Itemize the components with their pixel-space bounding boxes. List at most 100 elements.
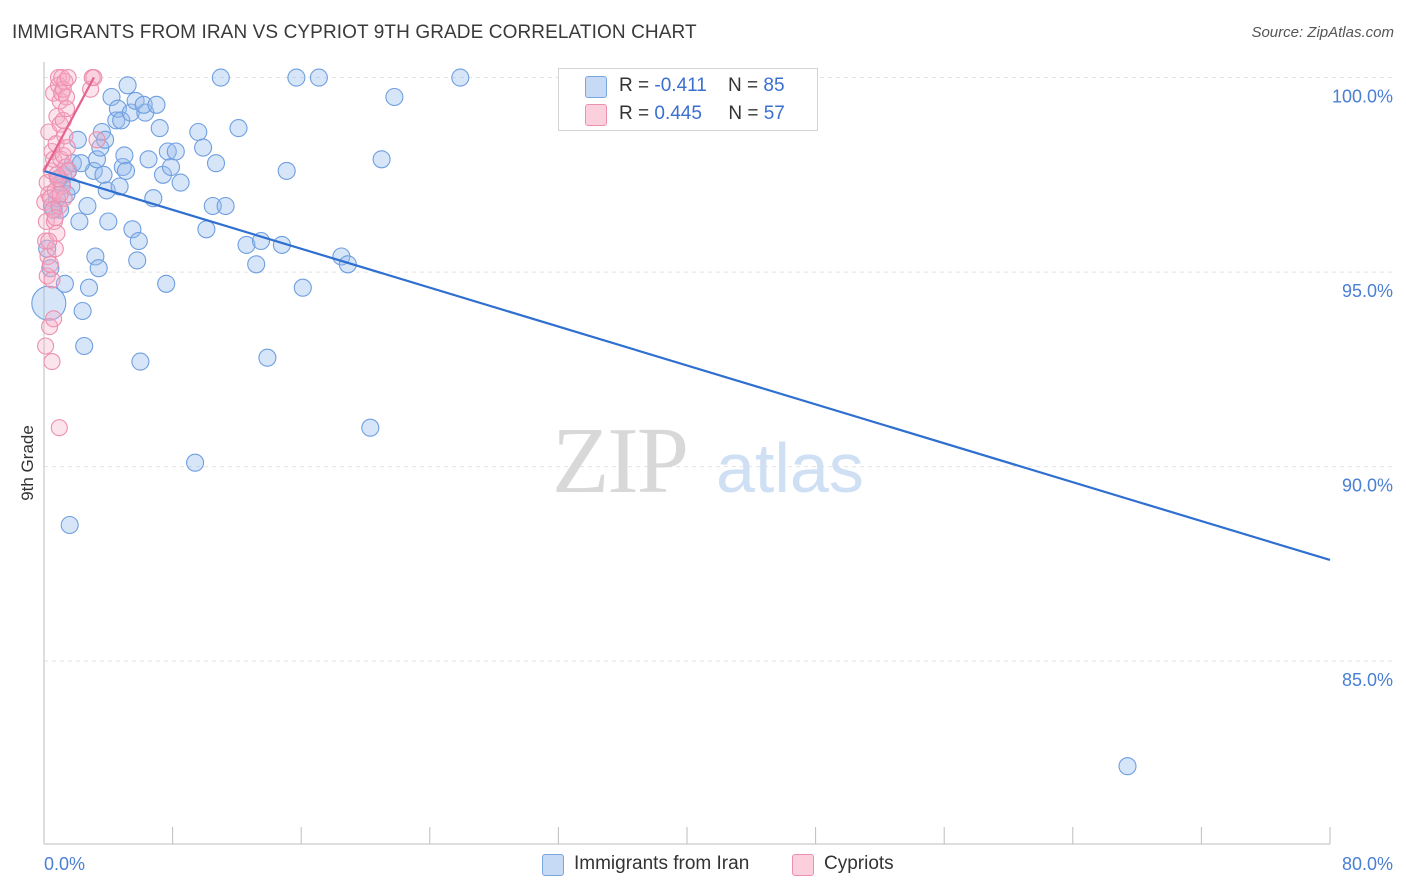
iran-point (166, 142, 185, 161)
iran-point (73, 301, 92, 321)
legend-r-value-iran: -0.411 (654, 75, 707, 96)
cypriot-point (58, 139, 76, 157)
legend-n-value-iran: 85 (763, 75, 785, 96)
y-tick-labels: 100.0% 95.0% 90.0% 85.0% (1332, 87, 1393, 691)
correlation-legend: R = -0.411 N = 85 R = 0.445 N = 57 (558, 68, 818, 131)
iran-point (86, 247, 105, 266)
iran-point (258, 348, 277, 367)
iran-point (89, 259, 108, 278)
iran-point (110, 177, 129, 196)
cypriot-point (43, 353, 61, 371)
iran-point (361, 418, 380, 437)
cypriot-point (45, 310, 63, 328)
gridlines (44, 77, 1392, 662)
cypriot-point (51, 185, 69, 203)
iran-point (75, 336, 94, 356)
legend-n-label-cypriots: N = (728, 103, 759, 124)
iran-point (139, 150, 158, 169)
cypriot-point (37, 337, 55, 355)
cypriot-point (46, 209, 64, 227)
iran-point (203, 196, 222, 216)
iran-point (70, 212, 89, 231)
y-tick-label-100: 100.0% (1332, 87, 1393, 107)
x-tick-label-max: 80.0% (1342, 854, 1393, 874)
iran-point (287, 68, 306, 87)
watermark-atlas: atlas (716, 429, 864, 507)
iran-point (171, 173, 190, 192)
iran-point (157, 274, 176, 293)
cypriot-point (41, 255, 59, 273)
bottom-legend-label-iran: Immigrants from Iran (574, 853, 750, 874)
y-tick-label-90: 90.0% (1342, 476, 1393, 496)
chart-title: IMMIGRANTS FROM IRAN VS CYPRIOT 9TH GRAD… (12, 22, 697, 43)
x-tick-label-min: 0.0% (44, 854, 85, 874)
iran-point (128, 251, 147, 270)
iran-point (186, 453, 205, 472)
legend-swatch-cypriots (585, 104, 607, 126)
iran-point (229, 119, 248, 138)
y-tick-label-95: 95.0% (1342, 281, 1393, 301)
iran-point (131, 352, 150, 371)
cypriot-point (43, 271, 61, 289)
legend-n-value-cypriots: 57 (763, 103, 785, 124)
trend-line-iran (43, 169, 1331, 562)
y-axis-label: 9th Grade (18, 425, 37, 501)
cypriot-point (50, 419, 68, 437)
cypriot-point (59, 69, 77, 87)
series-points (31, 68, 1137, 776)
iran-point (372, 150, 391, 169)
cypriot-point (57, 100, 76, 118)
iran-point (134, 95, 153, 114)
iran-point (102, 87, 121, 107)
watermark-zip: ZIP (552, 409, 687, 513)
iran-point (161, 157, 181, 177)
iran-point (216, 196, 235, 216)
iran-point (94, 165, 113, 184)
iran-point (115, 146, 134, 165)
legend-n-label-iran: N = (727, 75, 759, 96)
iran-point (107, 111, 126, 130)
iran-point (60, 515, 79, 535)
y-tick-label-85: 85.0% (1342, 670, 1393, 690)
iran-point (293, 278, 312, 297)
iran-point (78, 196, 97, 216)
iran-point (79, 278, 99, 297)
legend-r-value-cypriots: 0.445 (654, 103, 702, 124)
cypriot-point (41, 318, 59, 336)
cypriot-point (57, 88, 76, 106)
axes (43, 62, 1331, 845)
iran-point (99, 212, 118, 231)
cypriot-point (88, 131, 106, 149)
iran-point (206, 154, 226, 173)
cypriot-point (40, 232, 58, 250)
bottom-legend-swatch-cypriots (792, 854, 814, 876)
iran-point (247, 255, 266, 274)
iran-point (118, 76, 137, 95)
legend-swatch-iran (585, 76, 607, 98)
bottom-legend-swatch-iran (542, 854, 564, 876)
legend-r-label-cypriots: R = (619, 103, 650, 124)
iran-point (150, 119, 169, 138)
iran-point (237, 235, 256, 254)
legend-r-label-iran: R = (619, 75, 650, 96)
iran-point (147, 95, 166, 114)
iran-point (197, 220, 216, 239)
iran-point (1118, 757, 1137, 776)
trend-lines (43, 77, 1331, 562)
series-cypriots (36, 69, 106, 437)
iran-point (55, 274, 74, 293)
iran-point (112, 111, 131, 130)
iran-point (116, 161, 136, 180)
bottom-legend-label-cypriots: Cypriots (824, 853, 894, 874)
x-tick-labels: 0.0% 80.0% (44, 854, 1393, 874)
iran-point (309, 68, 328, 87)
iran-point (123, 220, 142, 239)
source-label: Source: ZipAtlas.com (1251, 24, 1394, 41)
iran-point (451, 68, 470, 87)
watermark: ZIP atlas (552, 409, 864, 513)
trend-line-cypriots (43, 77, 95, 172)
iran-point (211, 68, 230, 87)
iran-point (189, 122, 208, 142)
iran-point (385, 87, 404, 107)
